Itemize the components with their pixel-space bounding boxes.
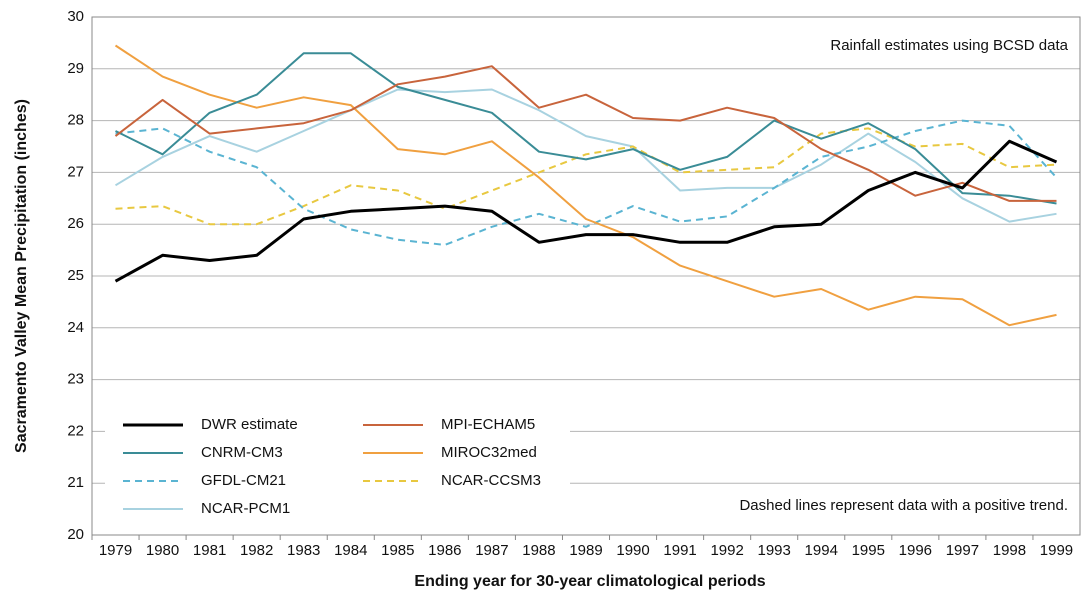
x-tick-label: 1983: [287, 542, 320, 559]
x-tick-label: 1979: [99, 542, 132, 559]
x-tick-label: 1992: [710, 542, 743, 559]
legend-label: CNRM-CM3: [201, 444, 283, 461]
x-tick-label: 1997: [946, 542, 979, 559]
y-tick-label: 30: [67, 8, 84, 25]
y-tick-label: 25: [67, 267, 84, 284]
legend-label: MPI-ECHAM5: [441, 416, 535, 433]
x-tick-label: 1995: [852, 542, 885, 559]
x-tick-label: 1989: [569, 542, 602, 559]
series-line: [114, 88, 1057, 223]
y-tick-label: 29: [67, 60, 84, 77]
legend-label: NCAR-CCSM3: [441, 472, 541, 489]
x-tick-label: 1994: [805, 542, 838, 559]
x-tick-label: 1986: [428, 542, 461, 559]
y-tick-label: 28: [67, 112, 84, 129]
y-tick-label: 24: [67, 319, 84, 336]
legend-label: GFDL-CM21: [201, 472, 286, 489]
x-tick-label: 1984: [334, 542, 367, 559]
series-line: [115, 119, 1058, 246]
x-tick-label: 1988: [522, 542, 555, 559]
x-tick-label: 1996: [899, 542, 932, 559]
legend-label: NCAR-PCM1: [201, 500, 290, 517]
y-axis-title: Sacramento Valley Mean Precipitation (in…: [13, 99, 30, 453]
y-tick-label: 26: [67, 215, 84, 232]
y-tick-label: 27: [67, 163, 84, 180]
series-line: [115, 52, 1057, 205]
x-tick-label: 1980: [146, 542, 179, 559]
y-tick-label: 20: [67, 526, 84, 543]
y-tick-label: 21: [67, 474, 84, 491]
legend-label: MIROC32med: [441, 444, 537, 461]
x-tick-label: 1987: [475, 542, 508, 559]
x-axis-title: Ending year for 30-year climatological p…: [414, 573, 765, 590]
annotation: Rainfall estimates using BCSD data: [830, 37, 1068, 54]
series-line: [114, 139, 1058, 283]
x-tick-label: 1985: [381, 542, 414, 559]
plot-frame: [91, 16, 1081, 536]
x-tick-label: 1981: [193, 542, 226, 559]
legend-label: DWR estimate: [201, 416, 298, 433]
annotation: Dashed lines represent data with a posit…: [739, 497, 1068, 514]
x-tick-label: 1998: [993, 542, 1026, 559]
x-tick-label: 1982: [240, 542, 273, 559]
series-line: [114, 65, 1057, 202]
x-tick-label: 1999: [1040, 542, 1073, 559]
y-tick-label: 23: [67, 371, 84, 388]
x-tick-label: 1991: [663, 542, 696, 559]
series-line: [114, 44, 1057, 327]
y-tick-label: 22: [67, 422, 84, 439]
x-tick-label: 1990: [616, 542, 649, 559]
x-tick-label: 1993: [758, 542, 791, 559]
series-line: [115, 127, 1057, 226]
